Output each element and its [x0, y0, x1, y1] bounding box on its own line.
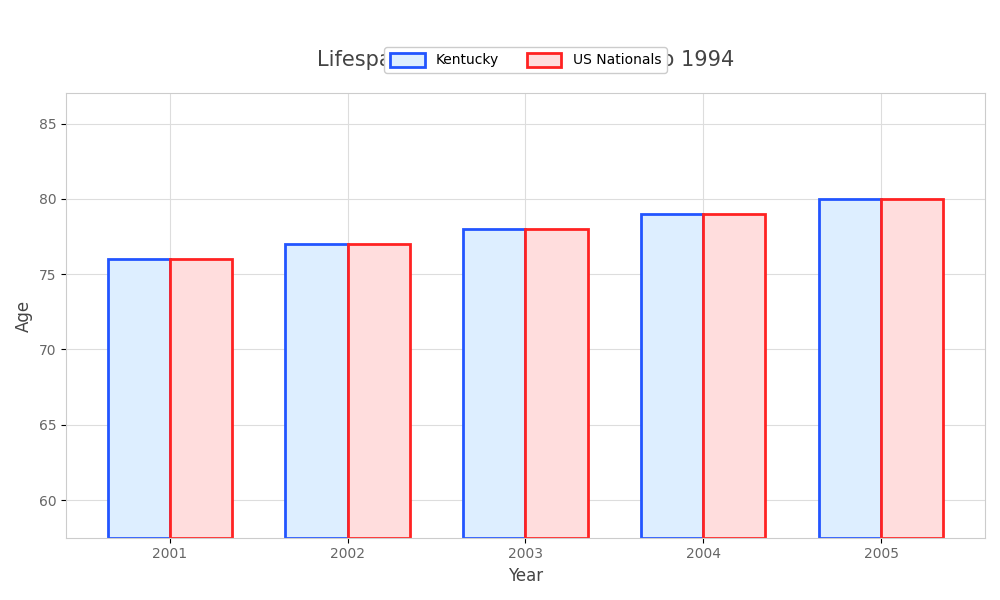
Bar: [108, 259, 170, 538]
Bar: [285, 244, 348, 538]
Legend: Kentucky, US Nationals: Kentucky, US Nationals: [384, 47, 667, 73]
Bar: [703, 214, 765, 538]
Bar: [170, 259, 232, 538]
Bar: [463, 229, 525, 538]
Bar: [525, 229, 588, 538]
Title: Lifespan in Kentucky from 1973 to 1994: Lifespan in Kentucky from 1973 to 1994: [317, 50, 734, 70]
Bar: [641, 214, 703, 538]
Bar: [881, 199, 943, 538]
X-axis label: Year: Year: [508, 567, 543, 585]
Y-axis label: Age: Age: [15, 299, 33, 332]
Bar: [348, 244, 410, 538]
Bar: [819, 199, 881, 538]
